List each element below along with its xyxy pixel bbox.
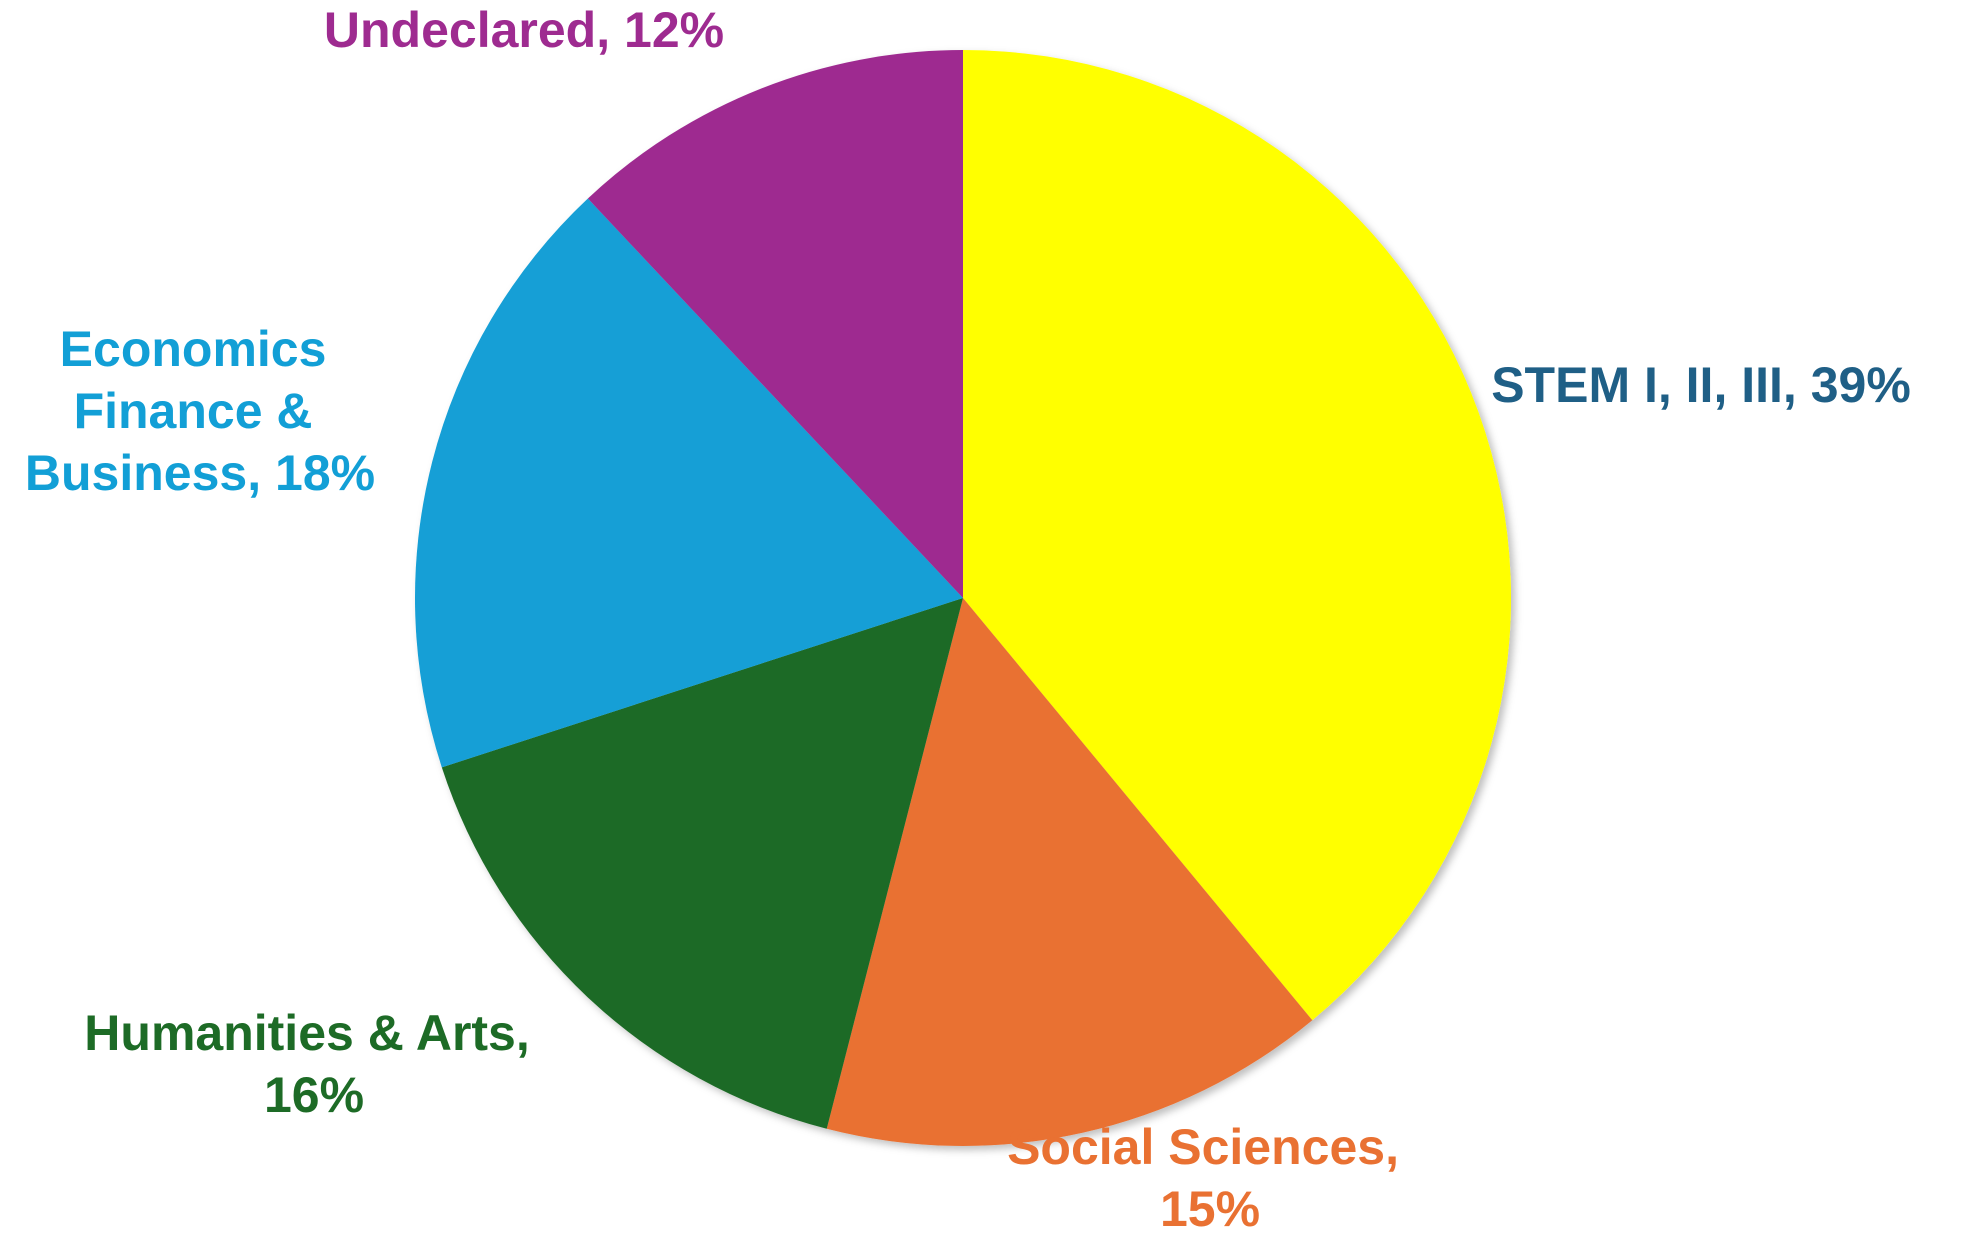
pie-slice-humanities [441,598,963,1129]
slice-label-humanities-value: 16% [264,1067,364,1123]
slice-label-undeclared-text: Undeclared [324,2,596,58]
pie-slices [414,50,1511,1146]
slice-label-social-sciences-value: 15% [1160,1181,1260,1237]
slice-label-stem-sep: , [1783,357,1811,413]
slice-label-stem-text: STEM I, II, III [1491,357,1783,413]
slice-label-economics-value: 18% [275,445,375,501]
slice-label-economics-line-3: Business, 18% [25,445,375,501]
pie-slice-stem [963,50,1511,1021]
slice-label-undeclared-sep: , [596,2,624,58]
slice-label-economics-line-2: Finance & [74,383,313,439]
pie-slice-social-sciences [826,598,1313,1146]
slice-label-humanities: Humanities & Arts, 16% [84,1005,543,1123]
slice-label-stem-value: 39% [1811,357,1911,413]
slice-label-economics-line-1: Economics [60,321,327,377]
slice-label-social-sciences-name: Social Sciences [1007,1119,1385,1175]
slice-label-social-sciences-text: Social Sciences, [1007,1119,1399,1175]
slice-label-humanities-name: Humanities & Arts [84,1005,516,1061]
slice-label-undeclared: Undeclared, 12% [324,2,724,58]
pie-slice-economics [414,198,963,768]
slice-label-social-sciences: Social Sciences, 15% [1007,1119,1413,1237]
slice-label-humanities-text: Humanities & Arts, [84,1005,529,1061]
slice-label-economics: Economics Finance & Business, 18% [25,321,375,501]
slice-label-stem: STEM I, II, III, 39% [1491,357,1911,413]
pie-slice-undeclared [587,50,963,598]
slice-label-stem-line: STEM I, II, III, 39% [1491,357,1911,413]
slice-label-undeclared-value: 12% [624,2,724,58]
